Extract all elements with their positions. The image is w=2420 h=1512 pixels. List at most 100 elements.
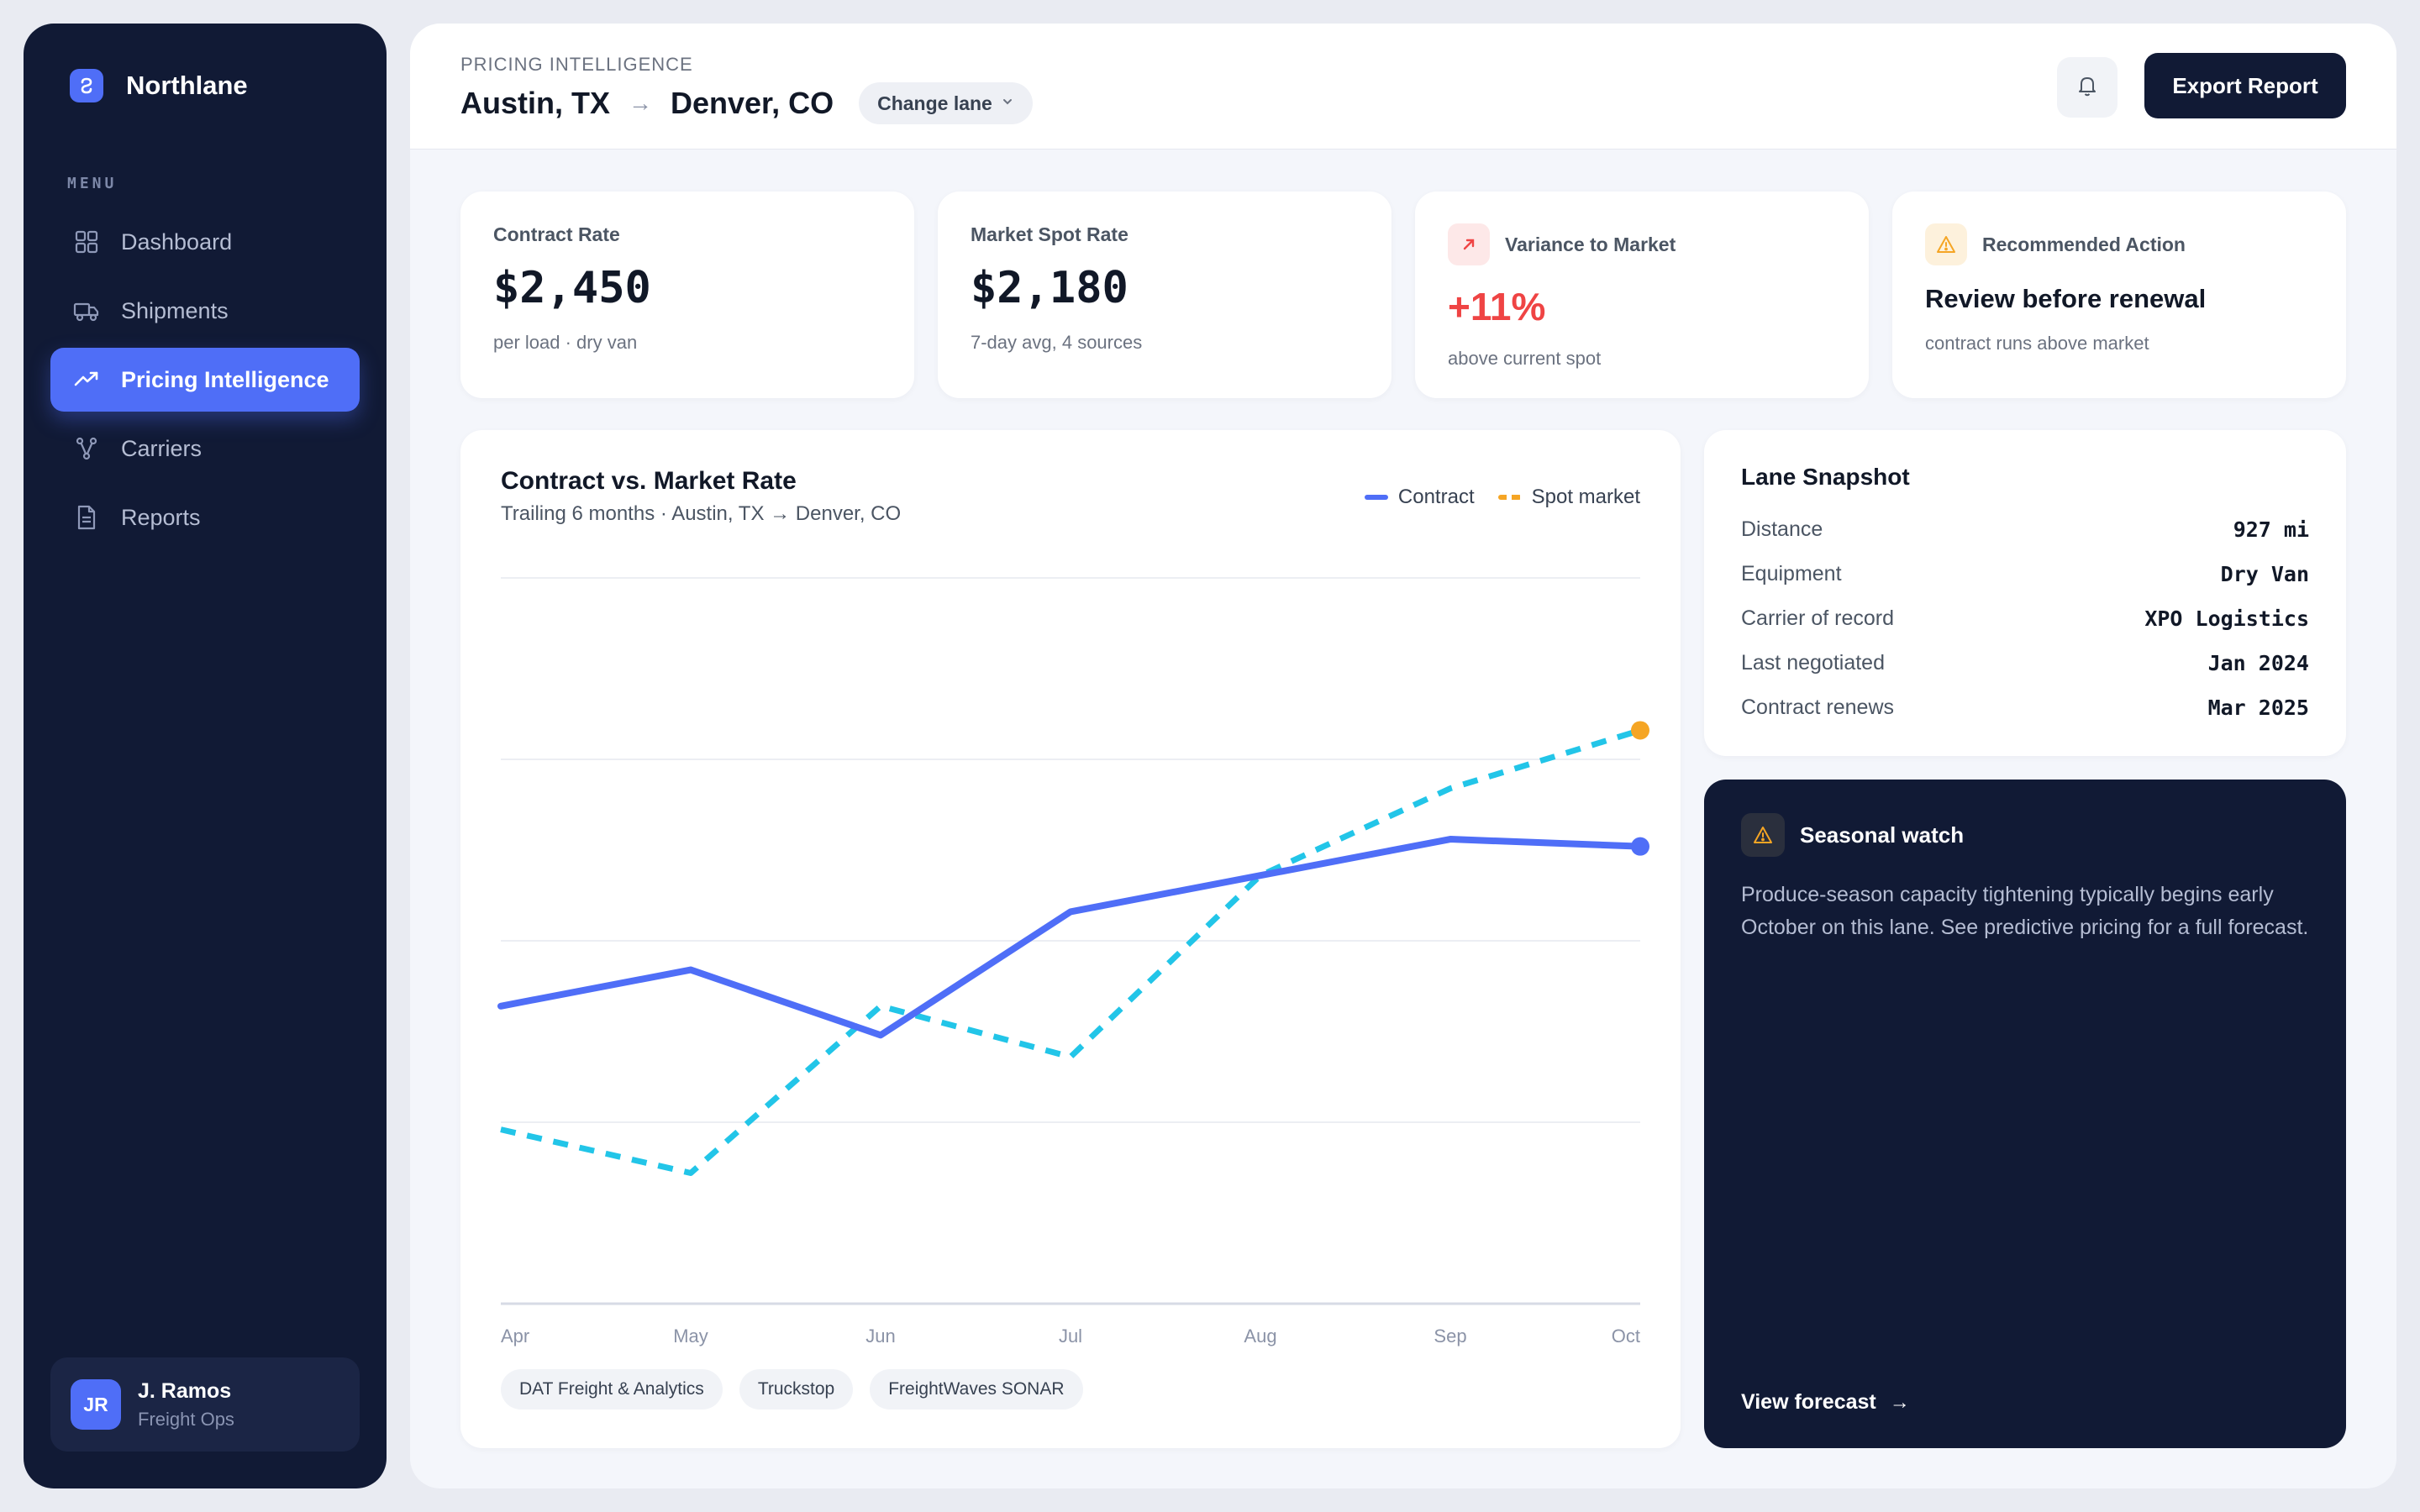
x-tick-label: Oct <box>1612 1326 1640 1347</box>
arrow-up-right-icon <box>1448 223 1490 265</box>
lane-origin: Austin, TX <box>460 86 610 120</box>
legend-label: Contract <box>1397 486 1475 508</box>
data-sources: DAT Freight & Analytics Truckstop FreightW… <box>501 1369 1100 1410</box>
page-eyebrow: PRICING INTELLIGENCE <box>460 54 693 75</box>
x-tick-label: Aug <box>1244 1326 1276 1347</box>
user-name: J. Ramos <box>138 1378 232 1403</box>
recommended-action-card: Recommended Action Review before renewal… <box>1892 192 2346 398</box>
snapshot-value: Dry Van <box>2220 562 2309 586</box>
change-lane-button[interactable]: Change lane <box>859 82 1033 124</box>
arrow-right-icon: → <box>629 90 652 116</box>
stat-subtext: above current spot <box>1448 348 1602 369</box>
source-chip: Truckstop <box>739 1369 854 1410</box>
view-forecast-label: View forecast <box>1741 1390 1876 1414</box>
x-tick-label: Jul <box>1059 1326 1082 1347</box>
chevron-down-icon <box>1001 95 1014 113</box>
snapshot-row-distance: Distance 927 mi <box>1741 507 2309 552</box>
chart-subtitle: Trailing 6 months · Austin, TX → Denver,… <box>501 502 902 525</box>
sidebar-item-dashboard[interactable]: Dashboard <box>50 210 360 274</box>
x-tick-label: Jun <box>865 1326 895 1347</box>
sidebar-nav: Dashboard Shipments Pricing Intelligence… <box>50 210 360 554</box>
snapshot-value: 927 mi <box>2233 517 2309 542</box>
legend-swatch <box>1497 495 1522 500</box>
snapshot-row-renews: Contract renews Mar 2025 <box>1741 685 2309 730</box>
network-icon <box>72 434 101 463</box>
main-panel: PRICING INTELLIGENCE Austin, TX → Denver… <box>410 24 2396 1488</box>
stat-label: Market Spot Rate <box>971 223 1128 245</box>
endpoint-spot-market <box>1631 721 1649 740</box>
seasonal-body: Produce-season capacity tightening typic… <box>1741 883 2309 939</box>
trending-up-icon <box>72 365 101 394</box>
sidebar-item-shipments[interactable]: Shipments <box>50 279 360 343</box>
sidebar-item-label: Dashboard <box>121 228 233 255</box>
warning-icon <box>1925 223 1967 265</box>
snapshot-value: XPO Logistics <box>2144 606 2309 631</box>
sidebar-item-carriers[interactable]: Carriers <box>50 417 360 480</box>
x-tick-label: Sep <box>1434 1326 1466 1347</box>
legend-label: Spot market <box>1531 486 1640 508</box>
truck-icon <box>72 297 101 325</box>
sidebar-item-pricing-intelligence[interactable]: Pricing Intelligence <box>50 348 360 412</box>
user-role: Freight Ops <box>138 1408 234 1430</box>
legend-item-contract: Contract <box>1364 486 1475 509</box>
action-value: Review before renewal <box>1925 284 2207 313</box>
arrow-right-icon: → <box>1889 1390 1910 1414</box>
chart-title: Contract vs. Market Rate <box>501 467 797 495</box>
snapshot-row-carrier: Carrier of record XPO Logistics <box>1741 596 2309 641</box>
snapshot-value: Mar 2025 <box>2207 696 2309 720</box>
chart-legend: Contract Spot market <box>1341 486 1640 509</box>
snapshot-key: Contract renews <box>1741 696 1895 719</box>
snapshot-key: Equipment <box>1741 562 1842 585</box>
brand[interactable]: Northlane <box>70 69 248 102</box>
snapshot-key: Distance <box>1741 517 1823 541</box>
sidebar-item-reports[interactable]: Reports <box>50 486 360 549</box>
document-icon <box>72 503 101 532</box>
stat-label: Variance to Market <box>1505 233 1676 255</box>
variance-card: Variance to Market +11% above current sp… <box>1415 192 1869 398</box>
series-line-contract <box>497 836 1644 1039</box>
notifications-button[interactable] <box>2057 57 2118 118</box>
lane-destination: Denver, CO <box>671 86 834 120</box>
warning-icon <box>1741 813 1785 857</box>
view-forecast-link[interactable]: View forecast → <box>1741 1390 1910 1415</box>
stat-subtext: per load · dry van <box>493 332 638 353</box>
snapshot-key: Last negotiated <box>1741 651 1885 675</box>
change-lane-label: Change lane <box>877 92 992 114</box>
lane-title: Austin, TX → Denver, CO Change lane <box>460 82 1033 124</box>
sidebar: Northlane MENU Dashboard Shipments Prici… <box>24 24 387 1488</box>
x-tick-label: Apr <box>501 1326 529 1347</box>
top-bar: PRICING INTELLIGENCE Austin, TX → Denver… <box>410 24 2396 150</box>
x-tick-label: May <box>673 1326 708 1347</box>
bell-icon <box>2075 73 2099 102</box>
lane-snapshot-card: Lane Snapshot Distance 927 mi Equipment … <box>1704 430 2346 756</box>
stat-value: $2,180 <box>971 263 1128 313</box>
grid-icon <box>72 228 101 256</box>
menu-label: MENU <box>67 175 118 192</box>
rate-chart-card: Contract vs. Market Rate Trailing 6 mont… <box>460 430 1681 1448</box>
stat-label: Contract Rate <box>493 223 620 245</box>
snapshot-title: Lane Snapshot <box>1741 464 1910 490</box>
sidebar-item-label: Reports <box>121 504 201 530</box>
user-card[interactable]: JR J. Ramos Freight Ops <box>50 1357 360 1452</box>
avatar: JR <box>71 1379 121 1430</box>
legend-item-spot-market: Spot market <box>1497 486 1640 509</box>
brand-logo-icon <box>70 69 103 102</box>
stat-value: $2,450 <box>493 263 651 313</box>
source-chip: DAT Freight & Analytics <box>501 1369 723 1410</box>
sidebar-item-label: Shipments <box>121 297 229 323</box>
market-spot-rate-card: Market Spot Rate $2,180 7-day avg, 4 sou… <box>938 192 1392 398</box>
endpoint-contract <box>1631 837 1649 856</box>
seasonal-watch-card: Seasonal watch Produce-season capacity t… <box>1704 780 2346 1448</box>
sidebar-item-label: Pricing Intelligence <box>121 366 329 392</box>
stat-subtext: contract runs above market <box>1925 333 2149 354</box>
contract-rate-card: Contract Rate $2,450 per load · dry van <box>460 192 914 398</box>
sidebar-item-label: Carriers <box>121 435 203 461</box>
snapshot-value: Jan 2024 <box>2207 651 2309 675</box>
legend-swatch <box>1364 495 1388 500</box>
stat-subtext: 7-day avg, 4 sources <box>971 332 1143 353</box>
seasonal-title: Seasonal watch <box>1800 822 1965 848</box>
snapshot-row-equipment: Equipment Dry Van <box>1741 552 2309 596</box>
series-line-spot-market <box>500 727 1642 1176</box>
export-report-button[interactable]: Export Report <box>2144 53 2346 118</box>
snapshot-key: Carrier of record <box>1741 606 1894 630</box>
